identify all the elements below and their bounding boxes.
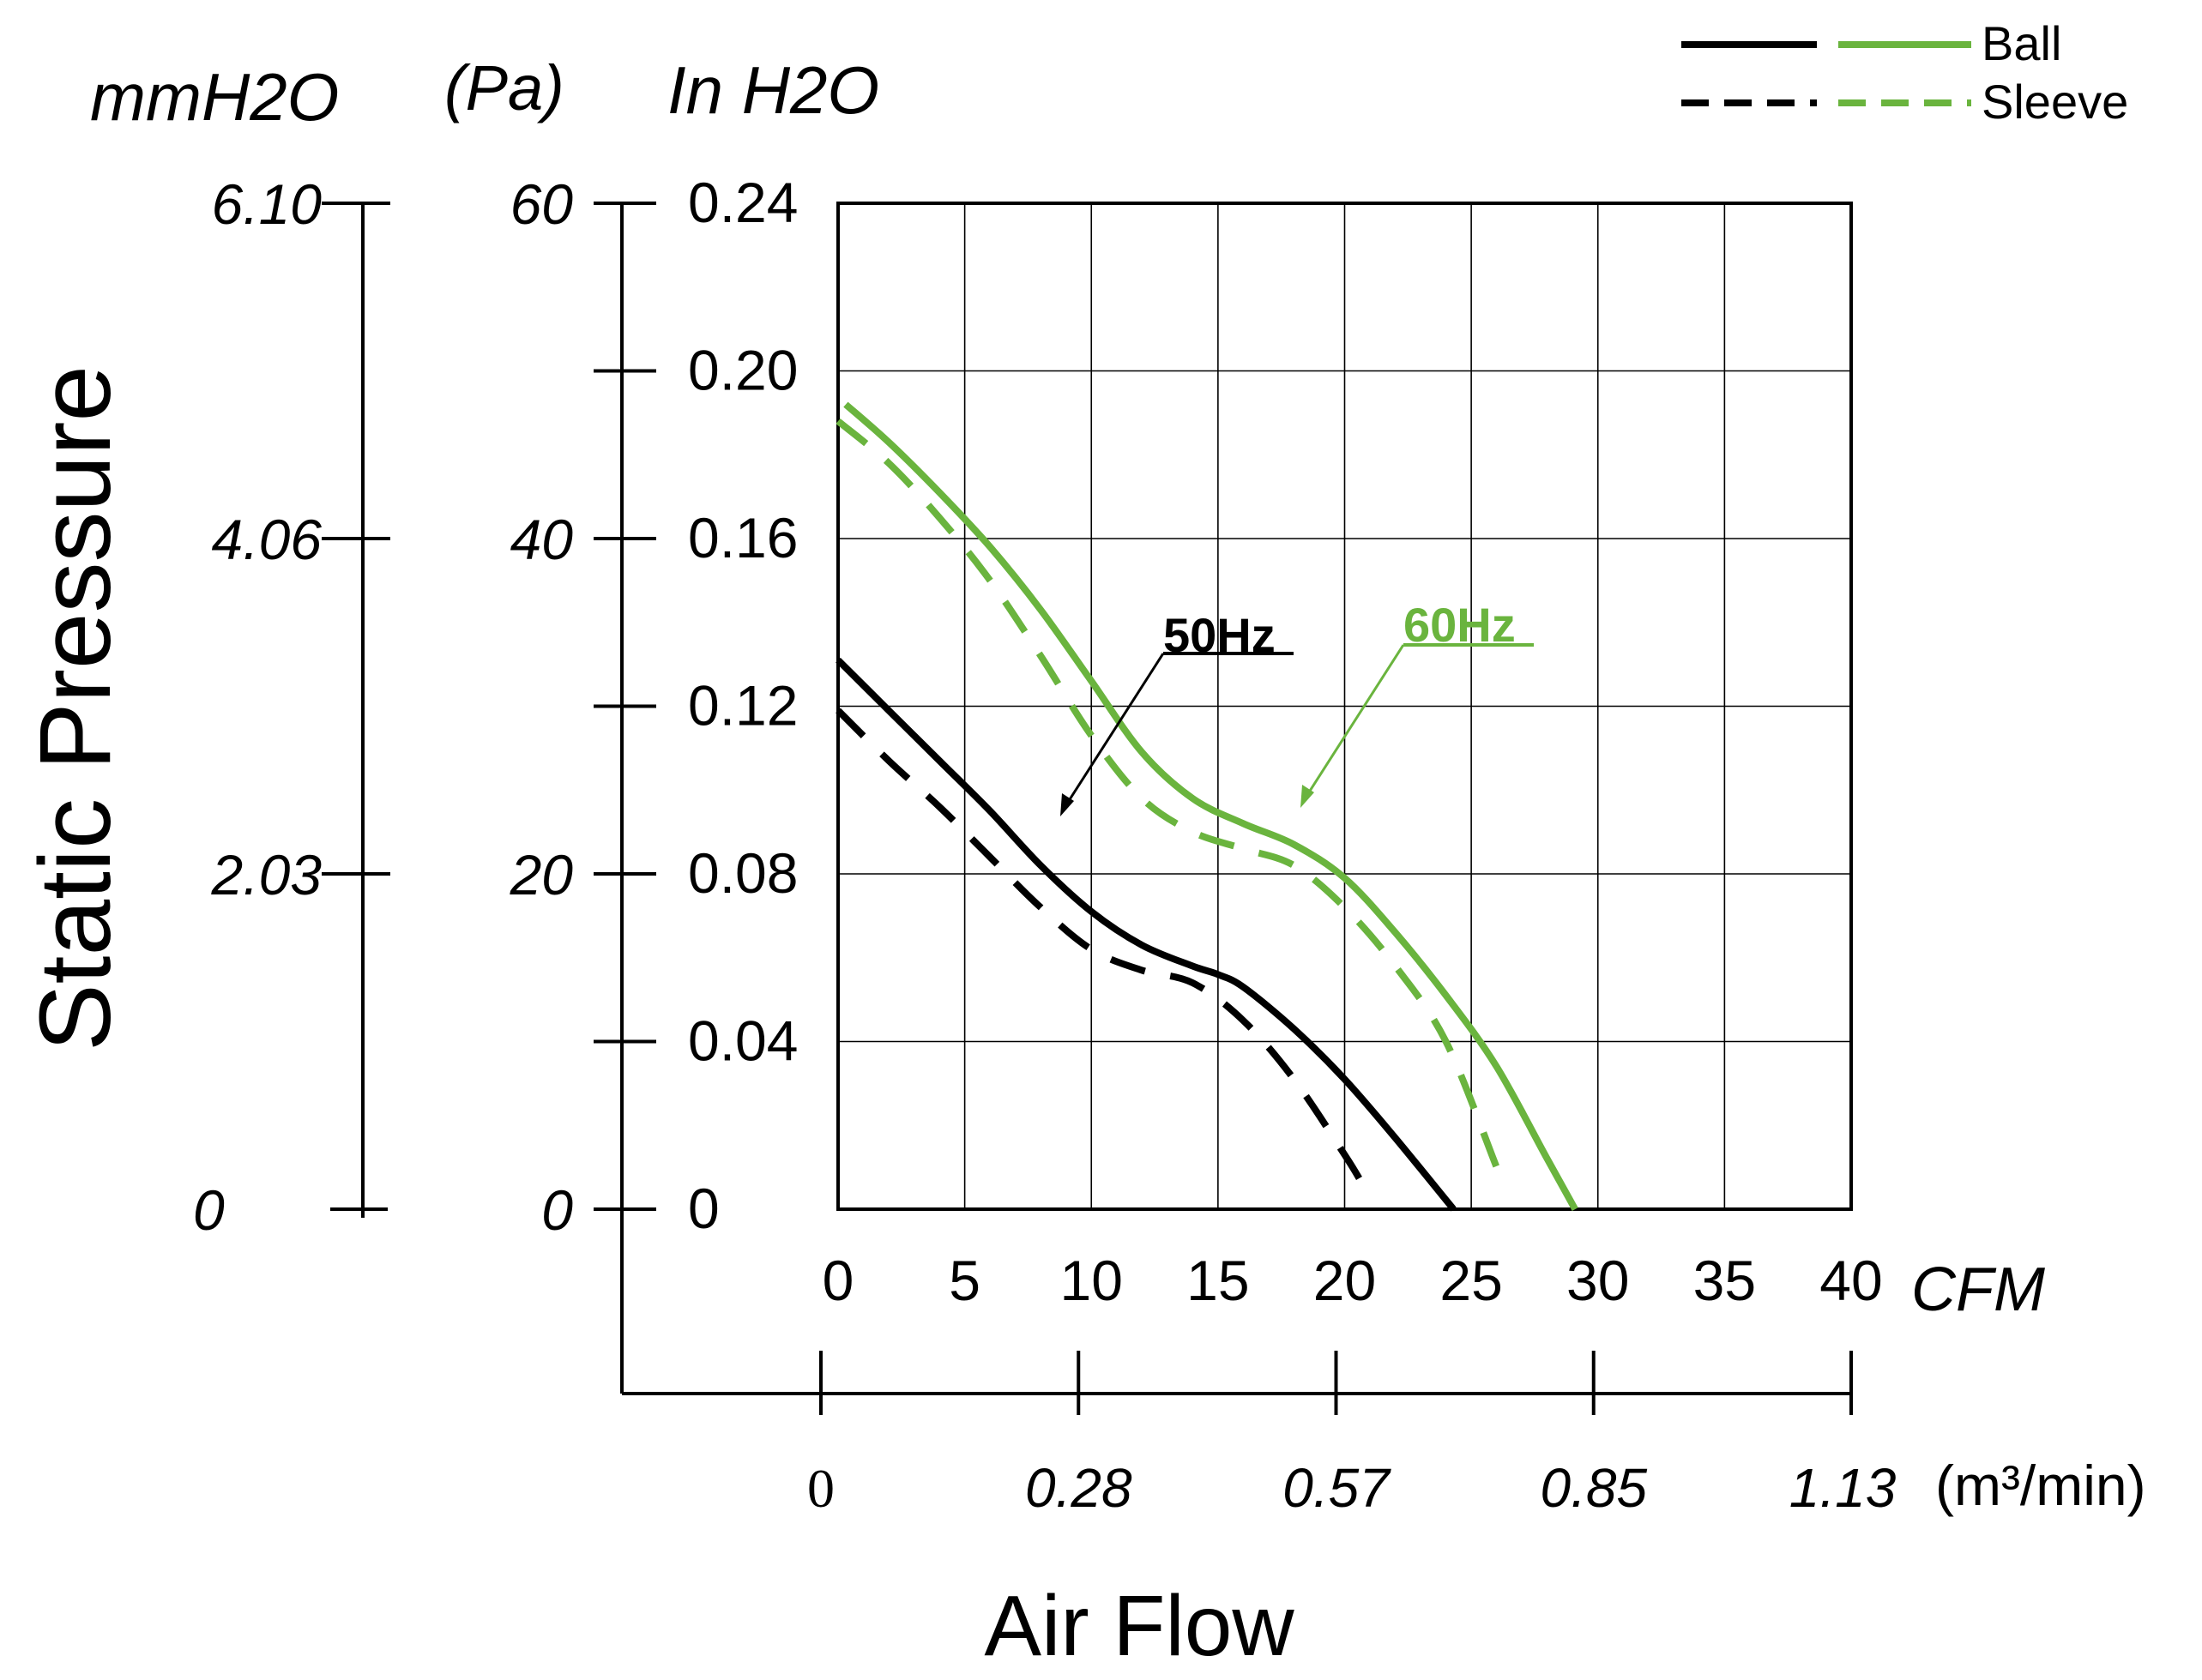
pa-unit-label: (Pa): [444, 52, 564, 123]
legend-sleeve-label: Sleeve: [1982, 75, 2128, 129]
y-tick-label: 0.08: [688, 841, 798, 905]
x-tick-label: 15: [1186, 1249, 1249, 1312]
annotation-60hz-label: 60Hz: [1403, 598, 1516, 652]
y-tick-label: 0.12: [688, 674, 798, 738]
performance-curves: [836, 401, 1578, 1212]
mm-unit-label: mmH2O: [90, 59, 339, 135]
cmm-tick-label: 0: [807, 1458, 835, 1519]
x-tick-label: 40: [1819, 1249, 1882, 1312]
x-tick-label: 20: [1313, 1249, 1376, 1312]
x-tick-label: 0: [823, 1249, 854, 1312]
mm-axis-ticks: 0 2.03 4.06 6.10: [193, 172, 390, 1242]
legend-ball-label: Ball: [1982, 16, 2061, 70]
y-tick-label: 0: [688, 1177, 720, 1240]
series-line-50hz-ball: [836, 657, 1457, 1212]
annotation-60hz-arrowhead: [1300, 785, 1314, 808]
cmm-tick-label: 0.28: [1025, 1457, 1132, 1519]
annotation-50hz-leader: [1064, 653, 1165, 807]
plot-frame: [836, 202, 1853, 1211]
cmm-tick-label: 1.13: [1789, 1457, 1897, 1519]
pa-tick-label: 20: [510, 843, 574, 906]
mm-tick-label: 2.03: [211, 843, 323, 906]
x-tick-label: 35: [1693, 1249, 1756, 1312]
x-tick-label: 5: [949, 1249, 980, 1312]
legend: Ball Sleeve: [1681, 16, 2128, 129]
x-cfm-tick-labels: 0 5 10 15 20 25 30 35 40: [823, 1249, 1883, 1312]
plot-grid: [837, 202, 1852, 1210]
x-axis-title: Air Flow: [984, 1578, 1294, 1674]
x-tick-label: 10: [1060, 1249, 1123, 1312]
mm-tick-label: 0: [193, 1178, 225, 1242]
annotation-60hz: 60Hz: [1300, 598, 1534, 808]
pa-axis-ticks: 0 20 40 60: [510, 172, 656, 1242]
mm-tick-label: 4.06: [212, 508, 323, 571]
y-tick-label: 0.04: [688, 1009, 798, 1073]
annotation-50hz-arrowhead: [1060, 793, 1074, 816]
y-inh2o-tick-labels: 0 0.04 0.08 0.12 0.16 0.20 0.24: [688, 171, 798, 1240]
cmm-unit-label: (m³/min): [1935, 1454, 2146, 1517]
series-line-60hz-ball: [843, 401, 1578, 1211]
cmm-tick-label: 0.85: [1540, 1457, 1647, 1519]
x-tick-label: 25: [1439, 1249, 1502, 1312]
y-tick-label: 0.16: [688, 506, 798, 569]
annotation-60hz-leader: [1304, 644, 1405, 798]
series-line-50hz-sleeve: [836, 708, 1368, 1190]
cfm-unit-label: CFM: [1911, 1255, 2045, 1324]
y-tick-label: 0.20: [688, 339, 798, 402]
cmm-axis-ticks: 0 0.28 0.57 0.85 1.13: [807, 1351, 1897, 1519]
y-tick-label: 0.24: [688, 171, 798, 234]
pa-tick-label: 0: [541, 1178, 573, 1242]
series-line-60hz-sleeve: [836, 418, 1500, 1169]
annotation-50hz: 50Hz: [1060, 608, 1294, 816]
mm-tick-label: 6.10: [212, 172, 323, 236]
y-axis-title: Static Pressure: [19, 365, 132, 1051]
cmm-tick-label: 0.57: [1282, 1457, 1391, 1519]
x-tick-label: 30: [1566, 1249, 1629, 1312]
inh2o-unit-label: In H2O: [667, 52, 879, 128]
pa-tick-label: 60: [510, 172, 574, 236]
pa-tick-label: 40: [510, 508, 574, 571]
